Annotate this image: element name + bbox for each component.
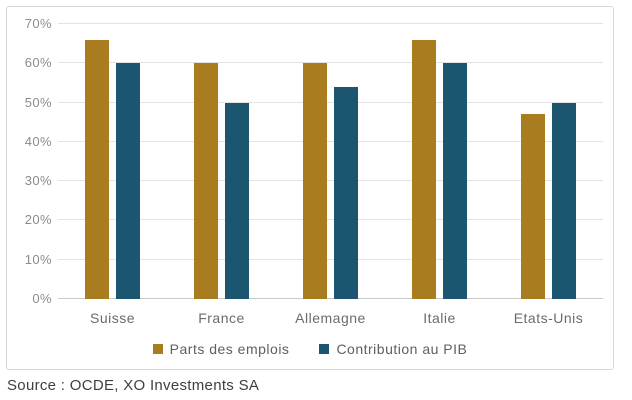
- x-axis: Suisse France Allemagne Italie Etats-Unis: [58, 310, 603, 326]
- y-tick-label: 50%: [24, 94, 52, 110]
- y-tick-label: 60%: [24, 55, 52, 71]
- y-tick-label: 10%: [24, 251, 52, 267]
- x-axis-line: [58, 298, 603, 299]
- plot-area: [58, 23, 603, 299]
- gridline: [58, 180, 603, 182]
- bar: [334, 86, 358, 299]
- gridline: [58, 23, 603, 24]
- y-axis: 0% 10% 20% 30% 40% 50% 60% 70%: [11, 17, 52, 305]
- gridline: [58, 101, 603, 103]
- source-caption: Source : OCDE, XO Investments SA: [7, 377, 260, 394]
- category-label: Suisse: [89, 310, 136, 326]
- bar: [194, 63, 218, 299]
- bar: [412, 39, 436, 299]
- bar: [116, 63, 140, 299]
- chart-card: 0% 10% 20% 30% 40% 50% 60% 70% Suisse France Alle…: [6, 6, 614, 370]
- y-tick-label: 20%: [24, 212, 52, 228]
- bar-group-etats-unis: [494, 24, 603, 299]
- bar: [303, 63, 327, 299]
- y-tick-label: 30%: [24, 173, 52, 189]
- category-label: Italie: [423, 310, 456, 326]
- bar-group-france: [167, 24, 276, 299]
- bar-group-allemagne: [276, 24, 385, 299]
- bar: [225, 102, 249, 299]
- category-label: Etats-Unis: [513, 310, 584, 326]
- y-tick-label: 40%: [24, 133, 52, 149]
- bar-group-suisse: [58, 24, 167, 299]
- bar: [85, 39, 109, 299]
- legend-swatch-icon: [152, 344, 163, 354]
- bar: [552, 102, 576, 299]
- legend-swatch-icon: [319, 344, 330, 354]
- gridline: [58, 62, 603, 64]
- chart-legend: Parts des emplois Contribution au PIB: [7, 341, 613, 357]
- bar: [443, 63, 467, 299]
- legend-label: Parts des emplois: [169, 341, 290, 357]
- legend-item: Contribution au PIB: [319, 341, 467, 357]
- gridline: [58, 258, 603, 260]
- gridline: [58, 219, 603, 221]
- bar-group-italie: [385, 24, 494, 299]
- y-tick-label: 70%: [24, 16, 52, 31]
- category-label: France: [198, 310, 245, 326]
- legend-label: Contribution au PIB: [336, 341, 468, 357]
- category-label: Allemagne: [295, 310, 366, 326]
- legend-item: Parts des emplois: [152, 341, 290, 357]
- y-tick-label: 0%: [32, 291, 52, 306]
- gridline: [58, 140, 603, 142]
- bar: [521, 114, 545, 299]
